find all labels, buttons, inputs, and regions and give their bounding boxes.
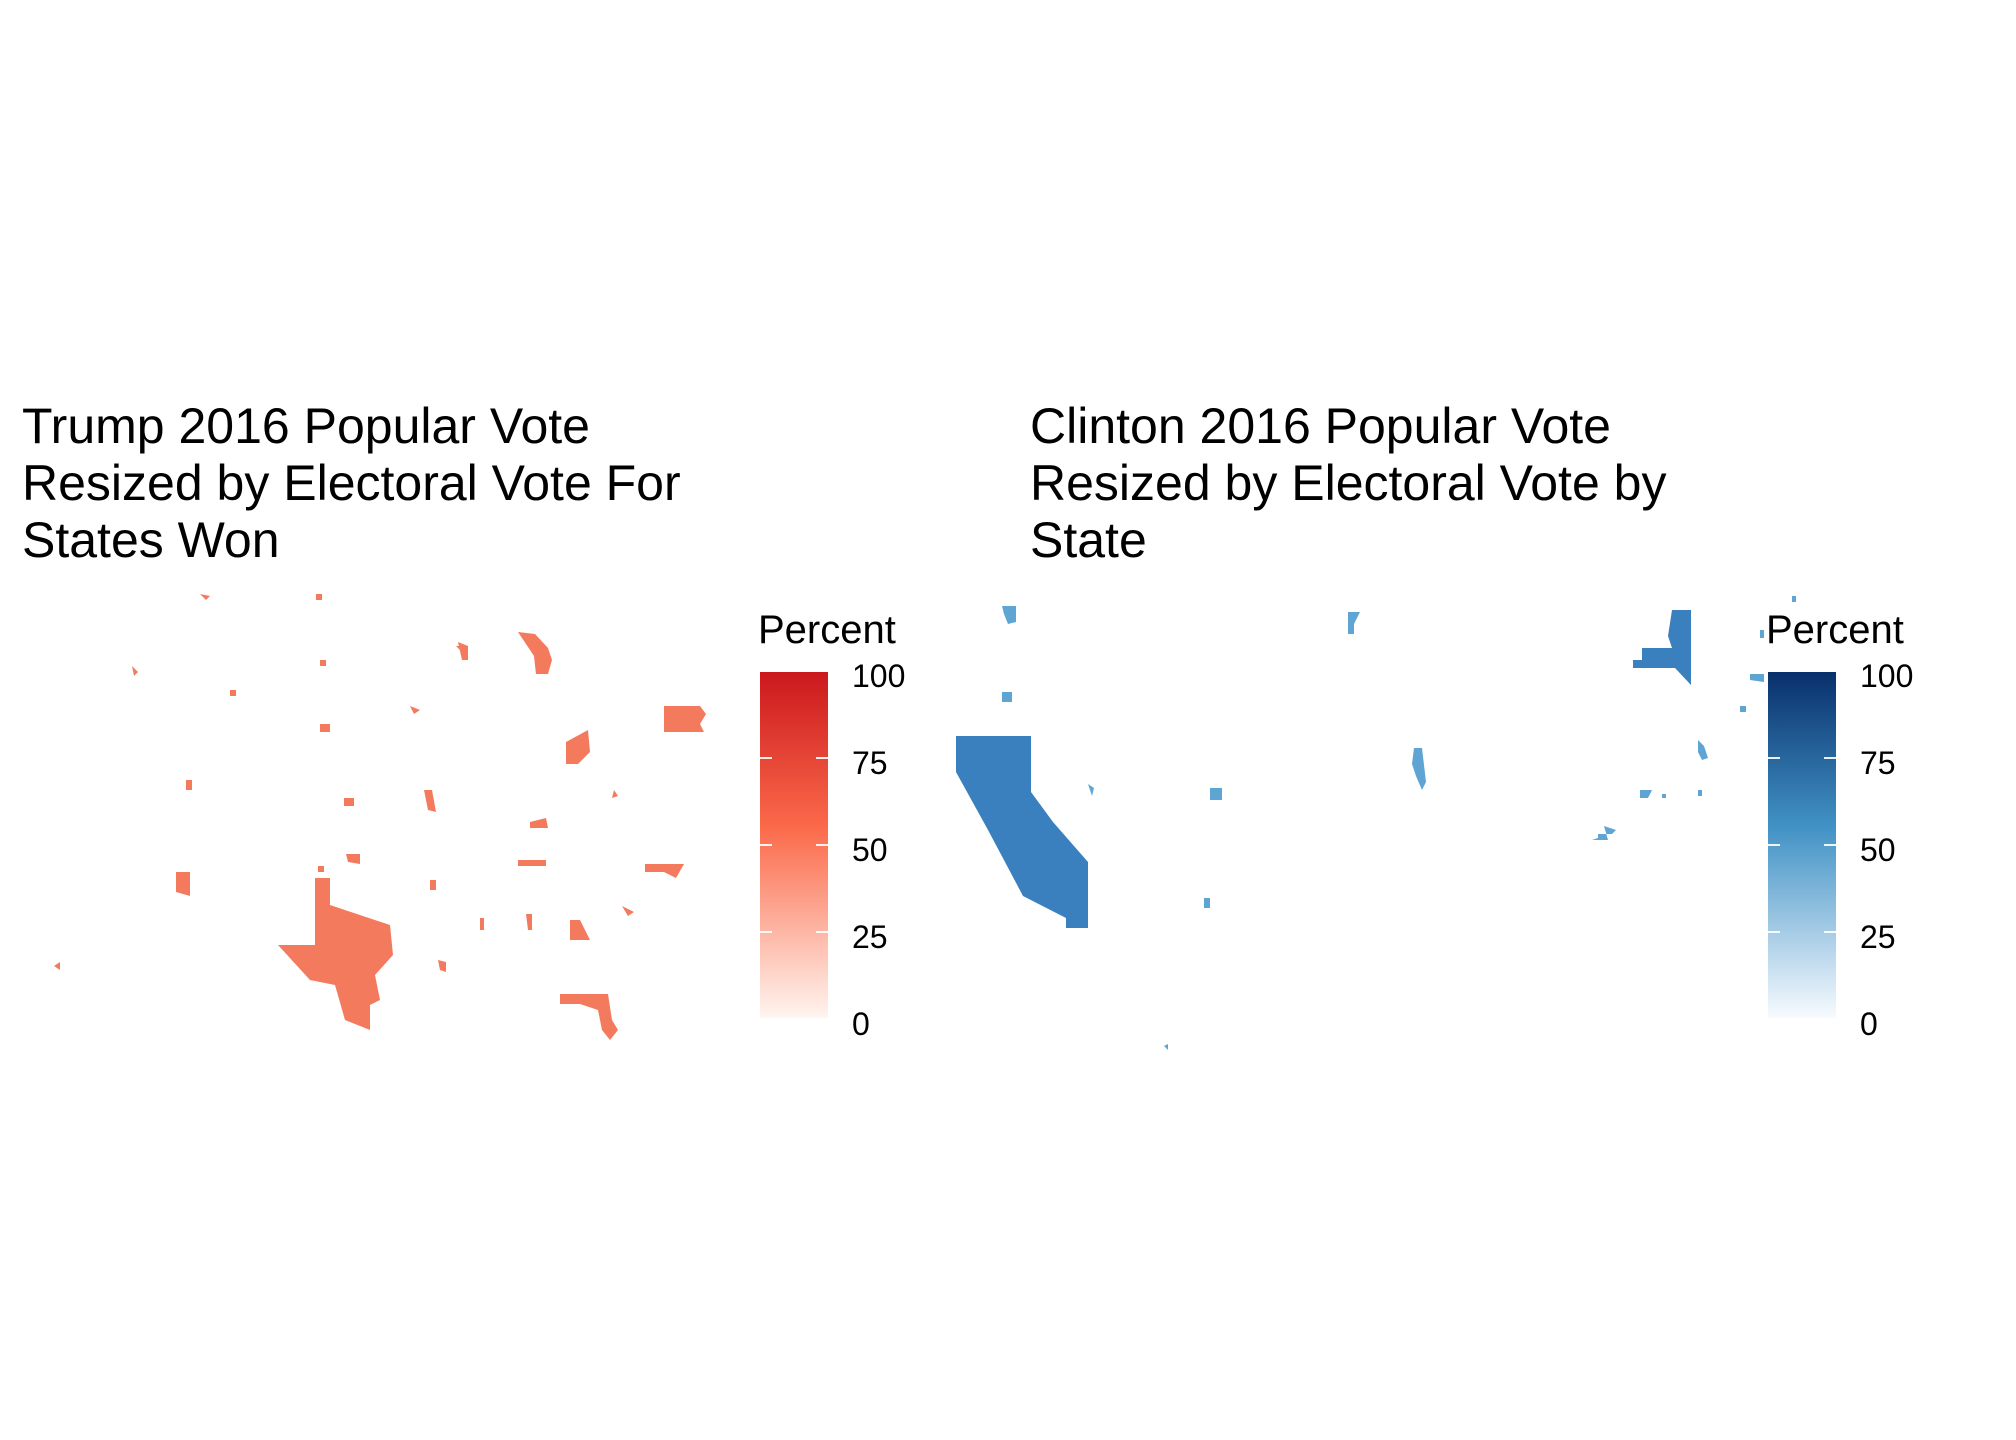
state-virginia xyxy=(1592,826,1616,840)
trump-legend-label-25: 25 xyxy=(852,919,888,955)
trump-legend-label-100: 100 xyxy=(852,658,906,694)
clinton-legend-label-50: 50 xyxy=(1860,832,1896,868)
state-alaska xyxy=(54,962,60,970)
state-colorado xyxy=(1210,788,1222,800)
state-idaho xyxy=(132,666,138,676)
state-hawaii xyxy=(1164,1044,1168,1050)
trump-panel: Trump 2016 Popular Vote Resized by Elect… xyxy=(22,398,906,1042)
trump-legend-label-0: 0 xyxy=(852,1006,870,1042)
state-ohio-north-carolina xyxy=(645,864,684,878)
state-missouri xyxy=(424,790,436,812)
state-delaware xyxy=(1698,790,1702,796)
clinton-chart-title: Clinton 2016 Popular Vote Resized by Ele… xyxy=(1030,398,1810,569)
state-arizona xyxy=(176,872,190,896)
state-washington xyxy=(1002,606,1016,624)
state-connecticut xyxy=(1740,706,1746,712)
state-oklahoma xyxy=(346,854,360,864)
clinton-panel: Clinton 2016 Popular Vote Resized by Ele… xyxy=(956,0,2016,1440)
state-california xyxy=(956,736,1088,928)
state-indiana xyxy=(566,730,590,764)
state-maine xyxy=(1792,596,1796,602)
state-louisiana xyxy=(438,960,446,972)
clinton-legend-label-0: 0 xyxy=(1860,1006,1878,1042)
state-arkansas xyxy=(430,880,436,890)
state-new-york xyxy=(1633,610,1691,685)
state-west-virginia xyxy=(612,790,618,798)
state-new-mexico-clinton xyxy=(1204,898,1210,908)
clinton-title-line-3: State xyxy=(1030,512,1147,568)
trump-title-line-1: Trump 2016 Popular Vote xyxy=(22,398,590,454)
state-pennsylvania xyxy=(664,706,706,732)
state-south-carolina xyxy=(622,906,634,916)
clinton-legend-label-25: 25 xyxy=(1860,919,1896,955)
state-alabama xyxy=(526,914,532,930)
state-new-mexico xyxy=(318,866,324,872)
state-minnesota xyxy=(1348,612,1360,634)
trump-legend-label-50: 50 xyxy=(852,832,888,868)
state-south-dakota xyxy=(320,660,326,666)
trump-legend-title: Percent xyxy=(758,608,896,652)
state-wyoming xyxy=(230,690,236,696)
trump-cartogram xyxy=(54,594,706,1040)
state-georgia xyxy=(570,920,590,940)
state-maine-district xyxy=(456,646,464,652)
state-nevada xyxy=(1088,784,1094,796)
clinton-cartogram xyxy=(956,596,1796,1050)
clinton-legend-label-100: 100 xyxy=(1860,658,1914,694)
state-maryland xyxy=(1640,790,1652,798)
clinton-legend-colorbar xyxy=(1768,672,1836,1018)
state-texas xyxy=(278,878,393,1030)
state-massachusetts xyxy=(1750,674,1764,682)
clinton-legend-title: Percent xyxy=(1766,608,1904,652)
state-new-jersey xyxy=(1698,740,1708,760)
trump-title-line-3: States Won xyxy=(22,512,280,568)
state-montana xyxy=(200,594,210,600)
state-kansas xyxy=(320,724,330,732)
state-iowa xyxy=(344,798,354,806)
clinton-legend-label-75: 75 xyxy=(1860,745,1896,781)
state-dc xyxy=(1662,794,1666,798)
state-michigan xyxy=(518,632,552,674)
state-nebraska xyxy=(410,706,420,714)
state-north-dakota xyxy=(316,594,322,600)
clinton-title-line-2: Resized by Electoral Vote by xyxy=(1030,455,1667,511)
state-wisconsin xyxy=(458,642,468,660)
state-florida xyxy=(560,994,618,1040)
state-mississippi xyxy=(480,918,484,930)
trump-legend-colorbar xyxy=(760,672,828,1018)
trump-title-line-2: Resized by Electoral Vote For xyxy=(22,455,681,511)
state-illinois xyxy=(1412,748,1426,790)
state-kentucky xyxy=(530,818,548,828)
state-tennessee xyxy=(518,860,546,866)
trump-chart-title: Trump 2016 Popular Vote Resized by Elect… xyxy=(22,398,802,569)
clinton-title-line-1: Clinton 2016 Popular Vote xyxy=(1030,398,1611,454)
trump-legend-label-75: 75 xyxy=(852,745,888,781)
state-vermont-nh xyxy=(1760,630,1764,638)
state-oregon xyxy=(1002,692,1012,702)
state-utah xyxy=(186,780,192,790)
